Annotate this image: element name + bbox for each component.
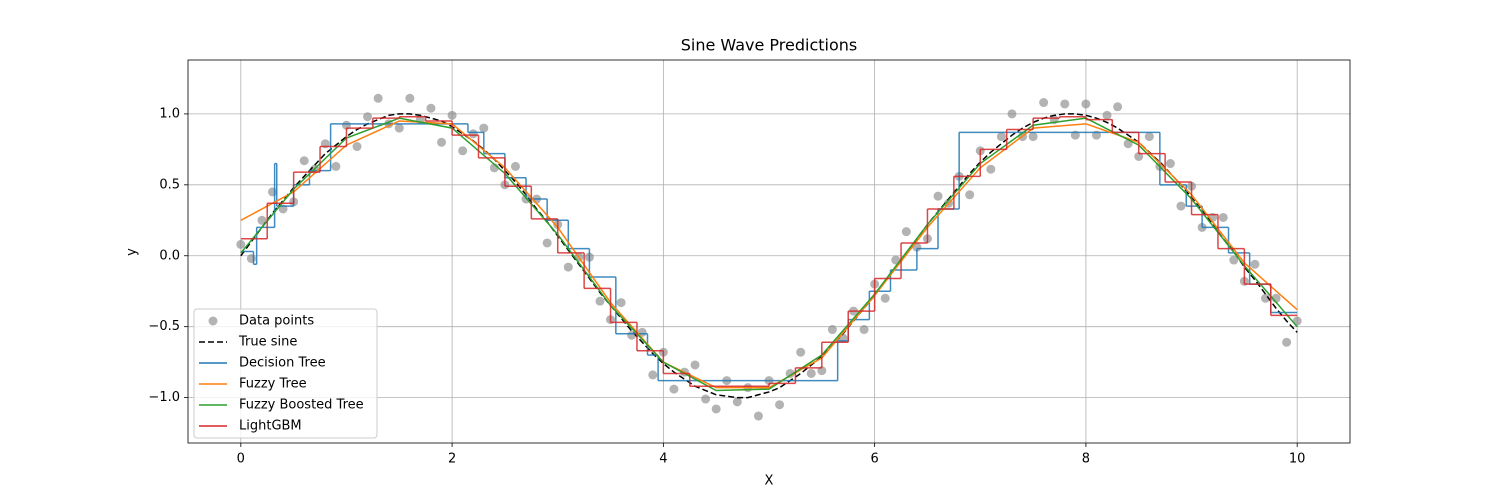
line xyxy=(240,113,1298,399)
data-point xyxy=(268,187,278,197)
legend-label: True sine xyxy=(238,335,297,350)
data-point xyxy=(796,347,806,357)
data-point xyxy=(1229,255,1239,265)
legend: Data points True sine Decision Tree Fuzzy T… xyxy=(193,308,378,439)
x-tick-label: 0 xyxy=(237,452,245,467)
data-point xyxy=(363,112,373,122)
data-point xyxy=(447,110,457,120)
data-point xyxy=(933,191,943,201)
data-point xyxy=(405,93,415,103)
chart-title: Sine Wave Predictions xyxy=(681,36,858,55)
y-tick-label: −0.5 xyxy=(148,319,180,334)
data-point xyxy=(394,123,404,133)
legend-box xyxy=(193,308,378,439)
data-point xyxy=(352,142,362,152)
data-point xyxy=(901,227,911,237)
data-point xyxy=(859,325,869,335)
x-tick-label: 10 xyxy=(1289,452,1306,467)
data-point xyxy=(331,161,341,171)
data-point xyxy=(690,360,700,370)
data-point xyxy=(1176,201,1186,211)
x-tick-label: 4 xyxy=(659,452,667,467)
y-tick-label: 0.0 xyxy=(159,248,180,263)
data-point xyxy=(458,146,468,156)
data-point xyxy=(1081,99,1091,109)
data-point xyxy=(616,298,626,308)
data-point xyxy=(827,325,837,335)
plot-frame xyxy=(187,59,1351,444)
data-point xyxy=(806,368,816,378)
data-point xyxy=(1165,159,1175,169)
data-point xyxy=(257,215,267,225)
line xyxy=(240,117,1298,392)
data-point xyxy=(1260,293,1270,303)
y-tick-label: −1.0 xyxy=(148,390,180,405)
data-point xyxy=(299,156,309,166)
data-point xyxy=(468,129,478,139)
data-point xyxy=(426,103,436,113)
data-point xyxy=(1102,110,1112,120)
data-point xyxy=(510,161,520,171)
x-tick-label: 6 xyxy=(870,452,878,467)
x-tick-label: 2 xyxy=(448,452,456,467)
x-axis-label: X xyxy=(765,474,774,489)
data-point xyxy=(1282,337,1292,347)
data-point xyxy=(986,164,996,174)
data-point xyxy=(996,132,1006,142)
data-point xyxy=(880,293,890,303)
line xyxy=(240,120,1298,389)
data-point xyxy=(246,254,256,264)
data-point xyxy=(637,327,647,337)
data-point xyxy=(701,394,711,404)
data-point xyxy=(1039,98,1049,108)
grid xyxy=(188,60,1350,443)
data-point xyxy=(753,411,763,421)
legend-label: Fuzzy Boosted Tree xyxy=(239,398,364,413)
data-point xyxy=(437,137,447,147)
y-axis-label: y xyxy=(125,248,140,256)
data-point xyxy=(595,296,605,306)
data-point xyxy=(542,238,552,248)
data-point xyxy=(1144,132,1154,142)
legend-label: Fuzzy Tree xyxy=(239,377,307,392)
data-point xyxy=(669,384,679,394)
data-point xyxy=(479,123,489,133)
y-tick-label: 1.0 xyxy=(159,106,180,121)
data-point xyxy=(1218,212,1228,222)
data-point xyxy=(563,262,573,272)
data-point xyxy=(236,239,246,249)
data-point xyxy=(1007,109,1017,119)
data-point xyxy=(732,397,742,407)
legend-label: LightGBM xyxy=(239,419,302,434)
data-point xyxy=(1060,99,1070,109)
data-point xyxy=(711,404,721,414)
data-point xyxy=(1250,259,1260,269)
data-point xyxy=(965,190,975,200)
data-point xyxy=(785,368,795,378)
x-tick-label: 8 xyxy=(1082,452,1090,467)
data-point xyxy=(1113,102,1123,112)
legend-label: Data points xyxy=(239,314,314,329)
data-point xyxy=(775,400,785,410)
data-point xyxy=(373,93,383,103)
data-point xyxy=(1028,132,1038,142)
y-tick-label: 0.5 xyxy=(159,177,180,192)
legend-marker xyxy=(208,316,218,326)
data-point xyxy=(648,370,658,380)
legend-label: Decision Tree xyxy=(239,356,326,371)
